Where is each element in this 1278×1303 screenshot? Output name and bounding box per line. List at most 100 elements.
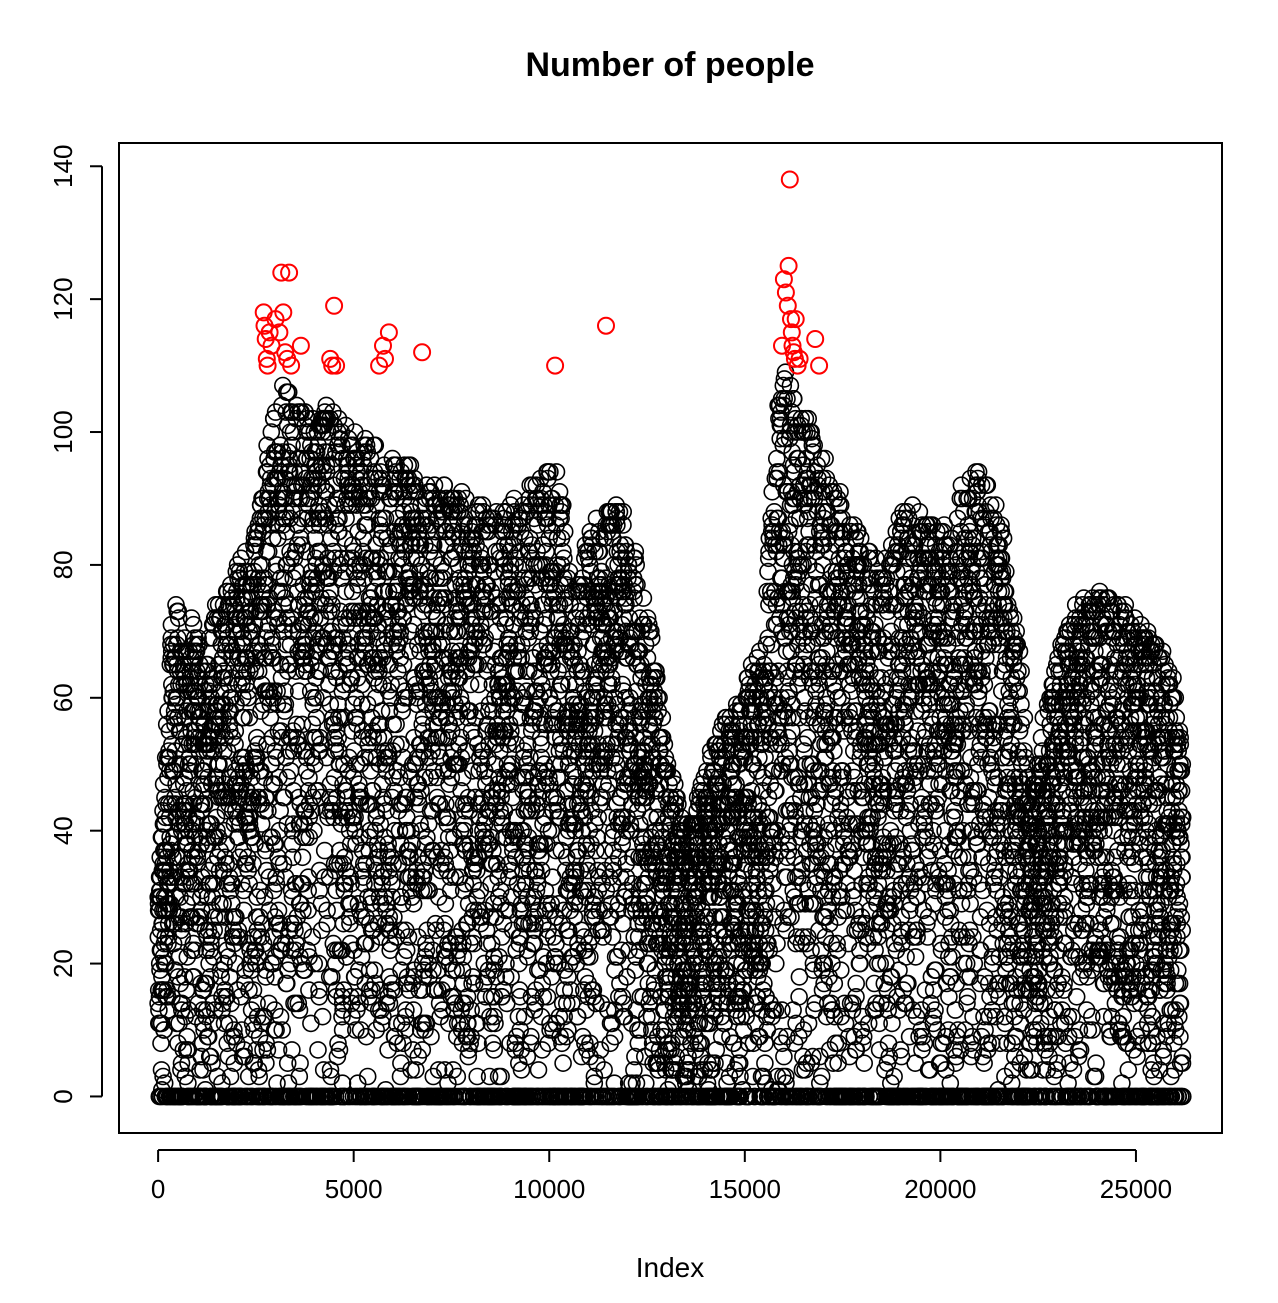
data-point xyxy=(391,629,409,647)
data-point xyxy=(359,609,378,627)
data-point xyxy=(305,954,324,973)
data-point xyxy=(355,874,373,893)
data-point xyxy=(294,901,312,920)
data-point xyxy=(379,582,398,601)
data-point xyxy=(407,861,426,880)
data-point xyxy=(283,848,302,867)
data-point xyxy=(254,934,273,953)
data-point xyxy=(393,894,412,913)
data-point xyxy=(205,921,223,940)
data-point xyxy=(351,795,370,813)
data-point xyxy=(244,981,263,999)
data-point xyxy=(394,1034,412,1053)
data-point xyxy=(242,629,260,647)
data-point xyxy=(356,549,375,568)
data-point xyxy=(390,768,409,787)
data-point xyxy=(321,582,340,601)
data-point xyxy=(162,629,181,647)
data-point xyxy=(258,1041,277,1059)
data-point xyxy=(370,675,388,694)
data-point xyxy=(273,1021,292,1039)
data-point xyxy=(389,662,407,681)
data-point xyxy=(417,941,436,960)
data-point xyxy=(323,456,342,475)
data-point xyxy=(271,463,289,481)
data-point xyxy=(255,516,273,534)
data-point xyxy=(311,662,330,681)
data-point xyxy=(186,941,204,960)
data-point xyxy=(387,735,405,754)
data-point xyxy=(164,848,182,867)
data-point xyxy=(395,456,414,475)
data-point xyxy=(192,1047,211,1066)
data-point xyxy=(419,815,438,833)
data-point xyxy=(313,1007,332,1026)
data-point xyxy=(221,1067,240,1086)
data-point xyxy=(305,821,323,840)
data-point xyxy=(274,855,293,873)
data-point xyxy=(359,735,377,754)
data-point xyxy=(397,1001,415,1019)
data-point xyxy=(269,1041,288,1059)
data-point xyxy=(403,974,422,993)
data-point xyxy=(289,682,308,701)
data-point xyxy=(249,569,268,588)
data-point xyxy=(260,901,279,920)
data-point xyxy=(416,1021,434,1039)
data-point xyxy=(317,396,336,415)
data-point xyxy=(269,901,288,920)
data-point xyxy=(249,735,267,754)
data-point xyxy=(333,1007,351,1026)
data-point xyxy=(210,755,228,774)
data-point xyxy=(293,848,312,867)
data-point xyxy=(291,1054,309,1072)
data-point xyxy=(302,801,321,820)
data-point xyxy=(237,855,256,873)
data-point xyxy=(357,436,376,455)
data-point xyxy=(300,981,318,999)
data-point xyxy=(370,509,388,528)
data-point xyxy=(329,1034,347,1053)
data-point xyxy=(227,635,246,654)
data-point xyxy=(201,1047,220,1066)
data-point xyxy=(207,808,226,827)
data-point xyxy=(269,848,287,867)
data-point xyxy=(262,755,281,774)
data-point xyxy=(297,742,315,760)
data-point xyxy=(364,781,382,800)
data-point xyxy=(330,1041,349,1059)
data-point xyxy=(345,423,364,441)
data-point xyxy=(169,1034,187,1053)
data-point xyxy=(372,702,391,720)
data-point xyxy=(406,1061,425,1079)
data-point xyxy=(278,1054,297,1072)
data-point xyxy=(365,961,384,980)
data-point xyxy=(160,748,178,767)
data-point xyxy=(404,615,423,634)
data-point xyxy=(392,1054,410,1072)
data-point xyxy=(321,695,340,714)
data-point xyxy=(181,762,199,780)
data-point xyxy=(301,609,320,627)
data-point xyxy=(267,1021,285,1039)
data-point xyxy=(189,629,207,647)
data-point xyxy=(275,702,294,720)
data-point xyxy=(329,728,348,747)
data-point xyxy=(275,788,294,807)
data-point xyxy=(352,948,371,966)
data-point xyxy=(293,715,312,734)
data-point xyxy=(182,609,201,627)
data-point xyxy=(240,815,259,833)
data-point xyxy=(225,1021,243,1039)
data-points-black xyxy=(149,363,1192,1106)
data-point xyxy=(362,888,381,906)
data-point xyxy=(404,1041,422,1059)
data-point xyxy=(178,1027,196,1046)
data-point xyxy=(267,556,286,574)
data-point xyxy=(402,821,420,840)
data-point xyxy=(373,868,391,887)
data-point xyxy=(187,1007,205,1026)
data-point xyxy=(342,669,361,687)
data-point xyxy=(361,748,379,767)
